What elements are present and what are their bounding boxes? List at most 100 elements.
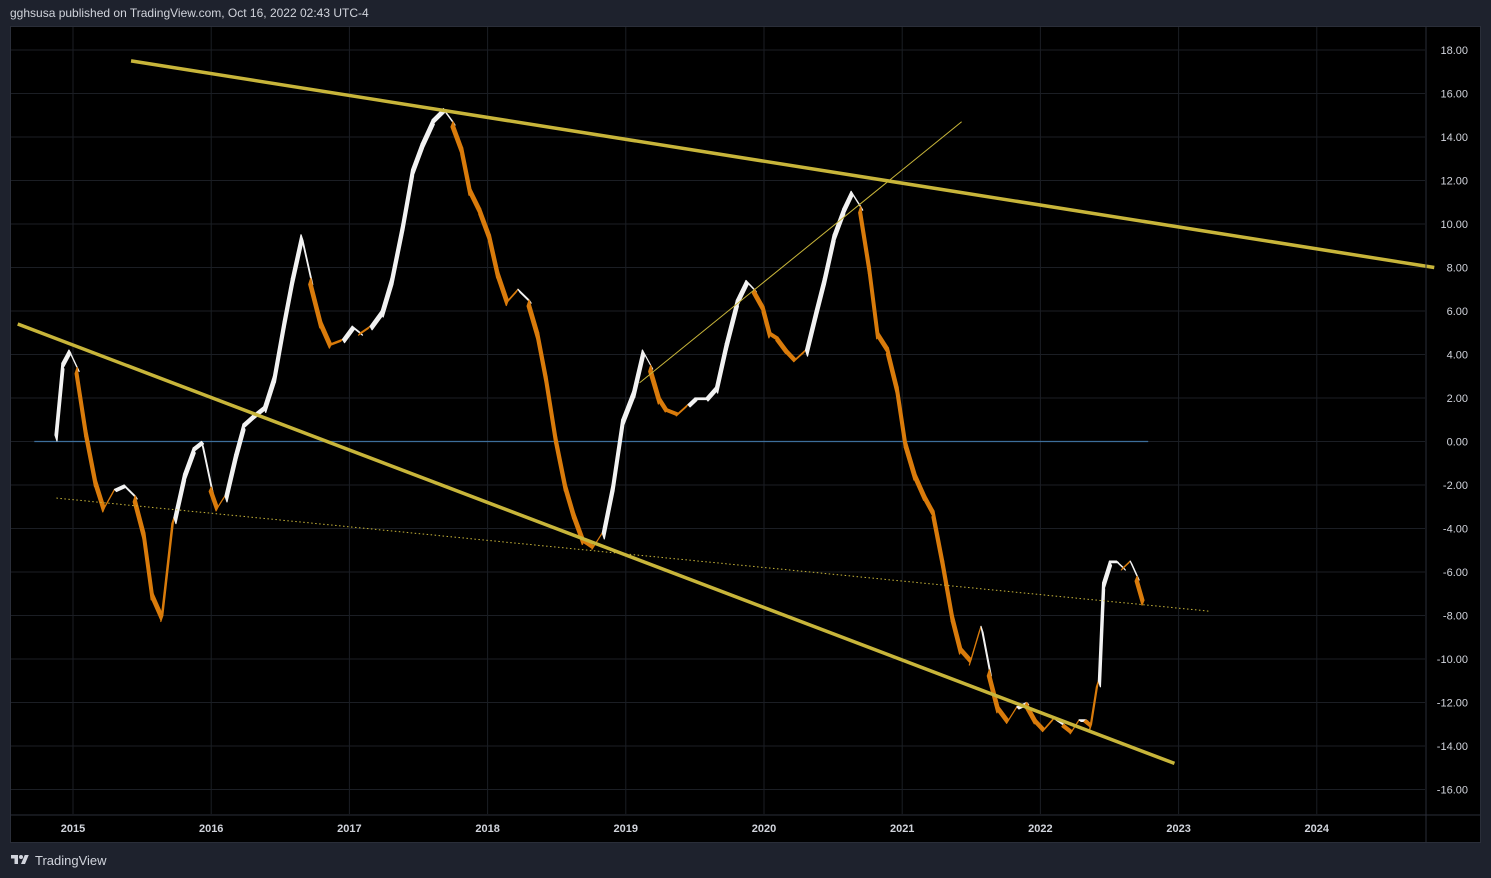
footer-brand: TradingView bbox=[35, 852, 107, 868]
rising-area-segment bbox=[272, 321, 286, 383]
publication-header: gghsusa published on TradingView.com, Oc… bbox=[0, 0, 1491, 26]
rising-area-segment bbox=[822, 234, 836, 285]
rising-area-segment bbox=[390, 223, 405, 285]
falling-area-segment bbox=[941, 560, 954, 623]
falling-area-segment bbox=[142, 532, 154, 601]
rising-area-segment bbox=[192, 440, 205, 451]
rising-area-segment bbox=[123, 484, 138, 500]
falling-area-segment bbox=[487, 234, 500, 279]
trendlines[interactable] bbox=[17, 59, 1435, 766]
y-tick-label: 14.00 bbox=[1440, 132, 1468, 144]
falling-area-segment bbox=[793, 349, 807, 363]
falling-area-segment bbox=[215, 495, 226, 511]
falling-area-segment bbox=[1005, 706, 1018, 724]
y-tick-label: -16.00 bbox=[1437, 785, 1468, 797]
rising-area-segment bbox=[1129, 560, 1140, 581]
tradingview-logo-icon bbox=[11, 855, 29, 864]
falling-area-segment bbox=[208, 486, 219, 512]
rising-area-segment bbox=[804, 310, 818, 357]
trendline-thick[interactable] bbox=[17, 322, 1176, 766]
trendline-dotted[interactable] bbox=[56, 497, 1210, 612]
falling-area-segment bbox=[784, 349, 797, 363]
rising-area-segment bbox=[632, 349, 646, 399]
y-tick-label: 0.00 bbox=[1447, 437, 1468, 449]
rising-area-segment bbox=[341, 325, 355, 344]
falling-area-segment bbox=[657, 397, 668, 413]
falling-area-segment bbox=[931, 510, 945, 568]
rising-area-segment bbox=[234, 423, 246, 461]
x-tick-label: 2016 bbox=[199, 823, 223, 835]
y-tick-label: 12.00 bbox=[1440, 176, 1468, 188]
footer[interactable]: TradingView bbox=[10, 848, 107, 872]
y-tick-label: -12.00 bbox=[1437, 698, 1468, 710]
falling-area-segment bbox=[93, 480, 106, 513]
rising-area-segment bbox=[54, 362, 65, 442]
rising-area-segment bbox=[1097, 582, 1106, 688]
trendline-thick[interactable] bbox=[130, 59, 1435, 270]
falling-area-segment bbox=[319, 321, 332, 349]
rising-area-segment bbox=[621, 390, 636, 426]
rising-area-segment bbox=[290, 234, 304, 285]
published-text: gghsusa published on TradingView.com, Oc… bbox=[10, 6, 369, 20]
falling-area-segment bbox=[1033, 719, 1046, 732]
falling-area-segment bbox=[923, 495, 935, 516]
falling-area-segment bbox=[876, 332, 890, 353]
falling-area-segment bbox=[563, 484, 576, 520]
falling-area-segment bbox=[1083, 719, 1093, 728]
y-tick-label: 4.00 bbox=[1447, 350, 1468, 362]
rising-area-segment bbox=[1115, 560, 1126, 571]
rising-area-segment bbox=[224, 454, 238, 503]
falling-area-segment bbox=[913, 473, 927, 501]
trendline-thin[interactable] bbox=[639, 121, 962, 384]
falling-area-segment bbox=[761, 306, 772, 339]
y-tick-label: -2.00 bbox=[1443, 480, 1468, 492]
falling-area-segment bbox=[1120, 560, 1131, 571]
y-tick-label: 2.00 bbox=[1447, 393, 1468, 405]
falling-area-segment bbox=[308, 277, 323, 329]
falling-area-segment bbox=[591, 532, 603, 550]
y-tick-label: 8.00 bbox=[1447, 263, 1468, 275]
falling-area-segment bbox=[895, 386, 907, 449]
falling-area-segment bbox=[775, 336, 789, 354]
rising-area-segment bbox=[300, 234, 314, 285]
rising-area-segment bbox=[242, 414, 256, 428]
y-tick-label: -4.00 bbox=[1443, 524, 1468, 536]
rising-area-segment bbox=[1101, 560, 1113, 589]
rising-area-segment bbox=[687, 397, 698, 408]
y-tick-label: 6.00 bbox=[1447, 306, 1468, 318]
falling-area-segment bbox=[496, 271, 509, 307]
rising-area-segment bbox=[724, 299, 740, 351]
falling-area-segment bbox=[328, 338, 344, 347]
y-tick-label: -10.00 bbox=[1437, 654, 1468, 666]
falling-area-segment bbox=[102, 488, 116, 512]
falling-area-segment bbox=[768, 332, 779, 340]
x-tick-label: 2017 bbox=[337, 823, 361, 835]
x-tick-label: 2024 bbox=[1305, 823, 1330, 835]
x-tick-label: 2019 bbox=[614, 823, 638, 835]
falling-area-segment bbox=[554, 436, 568, 492]
x-tick-label: 2021 bbox=[890, 823, 914, 835]
x-tick-label: 2015 bbox=[61, 823, 85, 835]
falling-area-segment bbox=[160, 516, 175, 623]
rising-area-segment bbox=[411, 142, 424, 176]
y-tick-label: 16.00 bbox=[1440, 89, 1468, 101]
price-axis[interactable]: 18.00 16.00 14.00 12.00 10.00 8.00 6.00 4.00 2.0… bbox=[1437, 45, 1468, 797]
falling-area-segment bbox=[903, 440, 917, 481]
falling-area-segment bbox=[460, 147, 472, 196]
rising-area-segment bbox=[641, 349, 654, 370]
falling-area-segment bbox=[648, 364, 661, 405]
y-tick-label: 10.00 bbox=[1440, 219, 1468, 231]
falling-area-segment bbox=[536, 332, 548, 383]
rising-area-segment bbox=[282, 277, 294, 329]
rising-area-segment bbox=[842, 190, 854, 214]
falling-area-segment bbox=[858, 206, 872, 275]
rising-area-segment bbox=[183, 447, 196, 480]
rising-area-segment bbox=[980, 625, 992, 677]
chart-frame[interactable] bbox=[10, 26, 1481, 843]
rising-area-segment bbox=[850, 190, 864, 211]
time-axis[interactable]: 2015 2016 2017 2018 2019 2020 2021 2022 2023 2024 bbox=[61, 823, 1330, 835]
falling-area-segment bbox=[132, 495, 146, 540]
falling-area-segment bbox=[751, 288, 765, 312]
y-tick-label: -8.00 bbox=[1443, 611, 1468, 623]
